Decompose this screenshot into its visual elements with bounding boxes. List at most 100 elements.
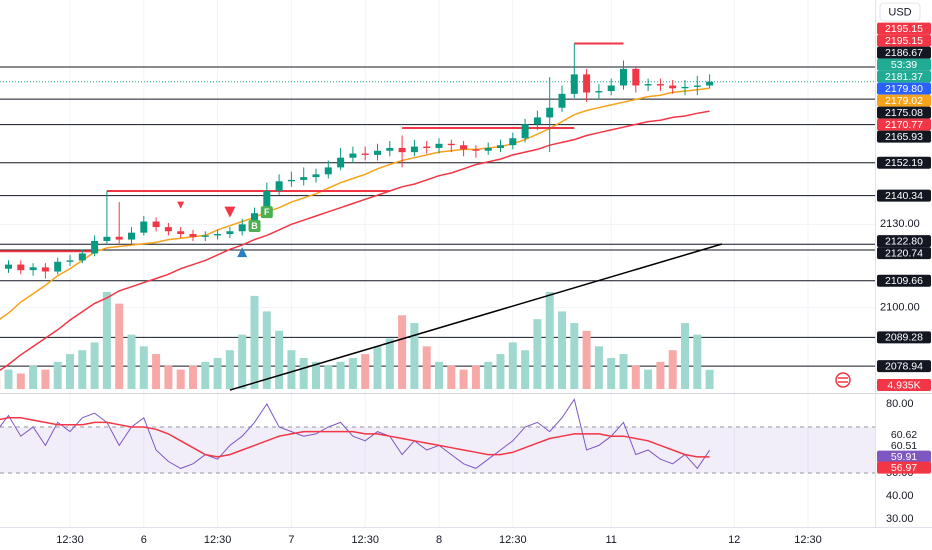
candle-body <box>29 267 37 271</box>
axes: 12:30 6 12:30 7 12:30 8 12:30 11 12 12:30 2100.00 2… <box>56 22 931 546</box>
candle-body <box>251 213 258 225</box>
volume-bar <box>484 361 493 389</box>
price-label: 2140.34 <box>885 190 923 202</box>
volume-bar <box>336 361 345 389</box>
volume-bar <box>410 323 419 389</box>
candle-body <box>5 264 12 269</box>
candle-body <box>509 138 517 146</box>
logo-ring[interactable] <box>835 372 851 388</box>
annotation-text: B <box>251 221 258 231</box>
candle-body <box>78 253 86 261</box>
price-pane: BF <box>0 42 875 391</box>
volume-label-box <box>877 379 931 391</box>
indicator-line <box>0 110 710 372</box>
currency-button[interactable]: USD <box>879 2 921 22</box>
price-label-box <box>877 331 931 344</box>
candle-body <box>152 221 160 228</box>
price-label-box <box>877 34 931 47</box>
price-label-box <box>877 70 931 83</box>
price-label: 2109.66 <box>885 275 923 287</box>
candle-body <box>54 261 62 272</box>
price-label-box <box>877 130 931 143</box>
price-label-box <box>877 156 931 169</box>
currency[interactable]: USD <box>888 6 911 18</box>
candle-body <box>312 174 320 178</box>
candle-body <box>644 84 652 86</box>
volume-bar <box>693 334 702 389</box>
rsi-label-box <box>877 439 931 452</box>
volume-bar <box>348 357 357 389</box>
volume-bar <box>4 369 13 389</box>
candle-body <box>349 153 357 158</box>
candle-body <box>226 231 234 235</box>
annotation-text: F <box>264 207 270 217</box>
volume-bar <box>287 350 296 389</box>
logo[interactable] <box>835 372 851 388</box>
x-tick-label: 12 <box>728 534 740 546</box>
x-tick-label: 11 <box>605 534 616 546</box>
price-label: 2195.15 <box>885 23 923 35</box>
candle-body <box>214 234 222 236</box>
candle-body <box>435 143 443 148</box>
countdown-label: 53:39 <box>891 59 917 71</box>
volume-bar <box>127 334 136 389</box>
candle-body <box>386 147 394 151</box>
indicator-line <box>0 87 710 320</box>
rsi-label: 56.97 <box>891 462 917 474</box>
candle-body <box>201 235 209 237</box>
x-tick-label: 12:30 <box>351 534 379 546</box>
price-label: 2170.77 <box>885 119 923 131</box>
volume-bar <box>238 334 247 389</box>
price-label: 2186.67 <box>885 47 923 59</box>
volume-bar <box>78 350 87 389</box>
annotation-box <box>260 206 273 219</box>
candle-body <box>115 236 123 240</box>
price-label: 2179.02 <box>885 95 923 107</box>
x-tick-label: 7 <box>288 534 294 546</box>
volume-bar <box>619 354 628 389</box>
price-label-box <box>877 247 931 260</box>
y-tick-label: 80.00 <box>886 398 914 410</box>
candle-body <box>324 167 332 175</box>
volume-bar <box>250 295 259 389</box>
volume-bar <box>90 342 99 389</box>
candle-body <box>521 124 529 139</box>
volume-bar <box>582 330 591 389</box>
volume-bar <box>102 292 111 389</box>
candle-body <box>533 117 541 125</box>
volume-bar <box>213 357 222 389</box>
candle-body <box>337 157 345 168</box>
volume-bar <box>361 354 370 389</box>
candle-body <box>189 234 197 237</box>
price-label: 2078.94 <box>885 360 923 372</box>
y-tick-label: 40.00 <box>886 490 914 502</box>
candle-body <box>472 149 480 151</box>
candle-body <box>103 236 111 241</box>
trendline <box>229 243 723 391</box>
volume-bar <box>508 342 517 389</box>
candle-body <box>693 85 701 87</box>
volume-bar <box>41 369 50 389</box>
candle-body <box>300 177 308 180</box>
volume-label: 4.935K <box>887 379 920 391</box>
volume-bar <box>139 346 148 389</box>
volume-bar <box>435 361 443 389</box>
y-tick-label: 2100.00 <box>880 302 920 314</box>
price-label-box <box>877 106 931 119</box>
rsi-band <box>0 426 875 473</box>
signal-marker <box>224 206 236 218</box>
volume-bar <box>312 361 320 389</box>
candle-body <box>66 260 74 262</box>
volume-bar <box>152 354 161 389</box>
volume-bar <box>115 303 124 389</box>
rsi-label-box <box>877 461 931 474</box>
volume-bar <box>533 319 542 389</box>
signal-marker <box>177 201 185 209</box>
candle-body <box>263 191 271 214</box>
price-label: 2181.37 <box>885 71 923 83</box>
candle-body <box>423 146 431 148</box>
candle-body <box>583 74 591 93</box>
price-label-box <box>877 22 931 35</box>
currency-box[interactable] <box>879 2 921 22</box>
